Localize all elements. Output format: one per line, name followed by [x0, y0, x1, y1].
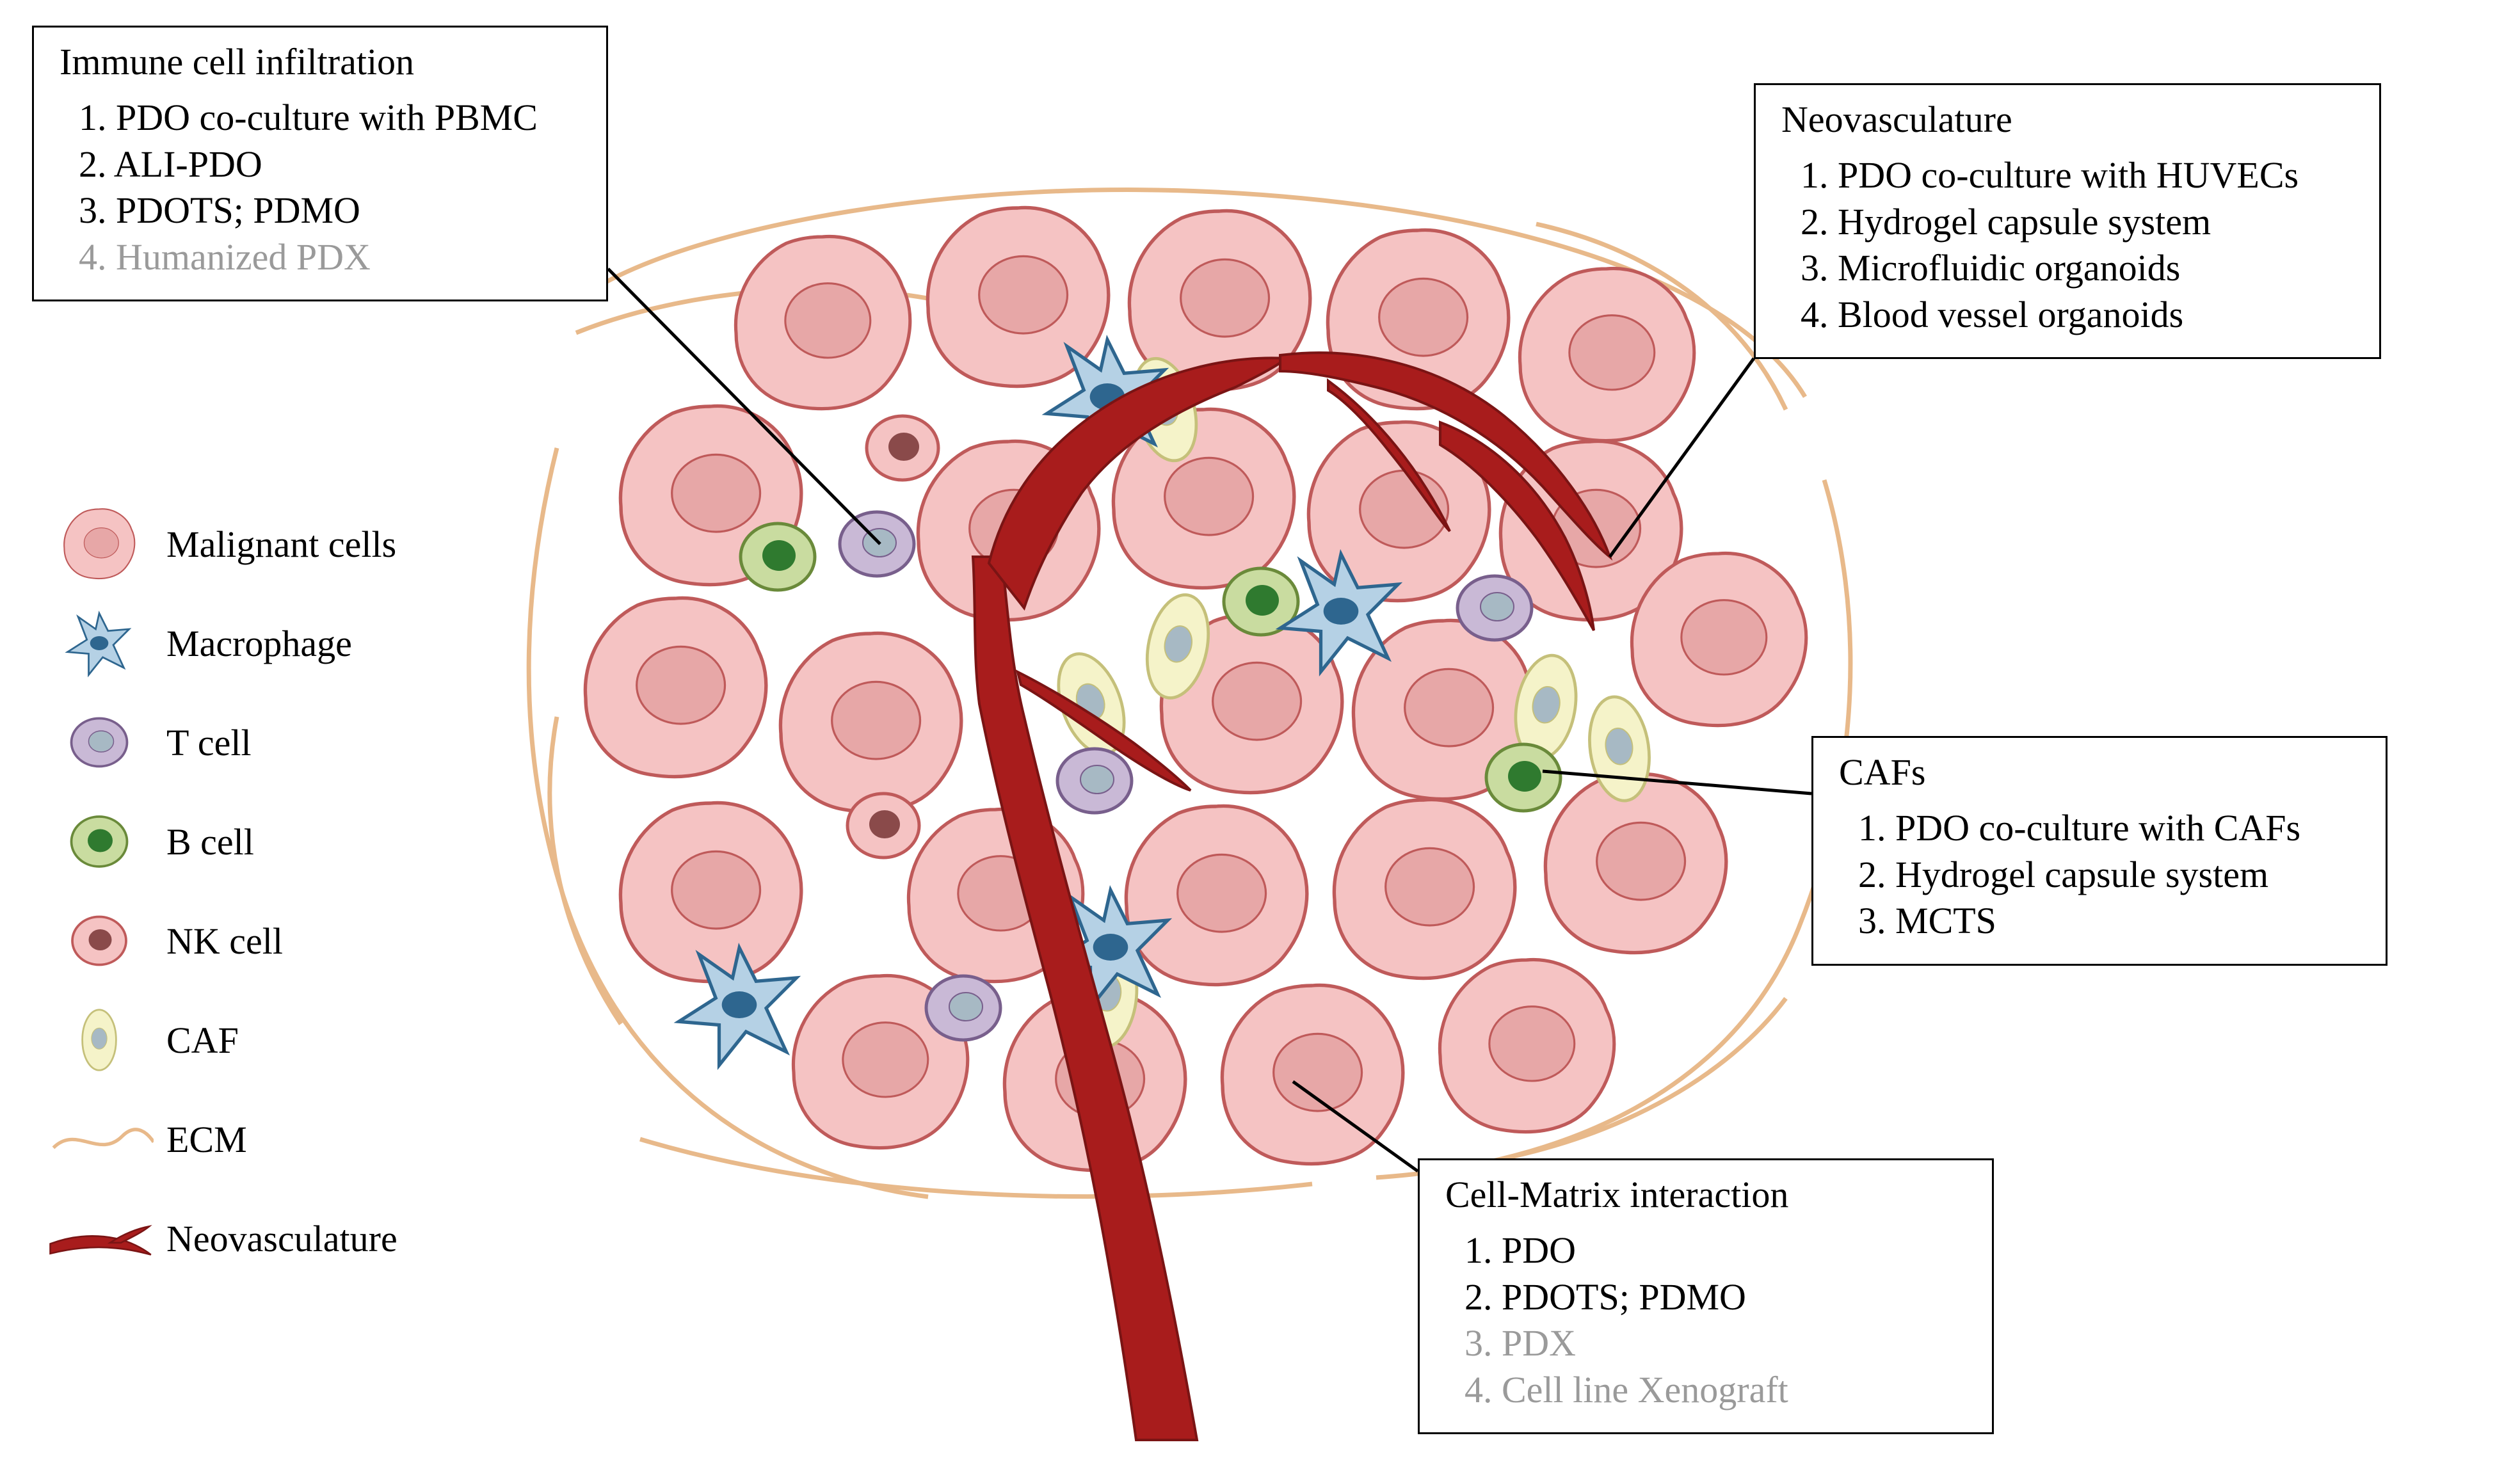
b-cell-icon: [45, 803, 154, 880]
legend-row-malignant: Malignant cells: [45, 506, 397, 582]
callout-list: 1. PDO2. PDOTS; PDMO3. PDX4. Cell line X…: [1445, 1227, 1966, 1413]
callout-cell-matrix: Cell-Matrix interaction 1. PDO2. PDOTS; …: [1418, 1158, 1994, 1434]
callout-list-item: 1. PDO co-culture with HUVECs: [1801, 152, 2354, 199]
legend-label: T cell: [166, 721, 252, 764]
callout-title: Cell-Matrix interaction: [1445, 1173, 1966, 1216]
legend-panel: Malignant cells Macrophage T cell B cell…: [45, 506, 397, 1299]
legend-label: Malignant cells: [166, 523, 396, 566]
callout-title: Immune cell infiltration: [60, 40, 581, 83]
callout-list-item: 3. PDOTS; PDMO: [79, 188, 581, 234]
legend-label: CAF: [166, 1019, 239, 1062]
t-cell-icon: [45, 704, 154, 781]
callout-list-item: 3. MCTS: [1858, 898, 2360, 945]
legend-row-neovasc: Neovasculature: [45, 1200, 397, 1277]
callout-immune-infiltration: Immune cell infiltration 1. PDO co-cultu…: [32, 26, 608, 301]
legend-label: Macrophage: [166, 622, 352, 665]
legend-row-caf: CAF: [45, 1002, 397, 1078]
callout-list-item: 4. Cell line Xenograft: [1465, 1367, 1966, 1414]
callout-list-item: 2. ALI-PDO: [79, 141, 581, 188]
callout-neovasculature: Neovasculature 1. PDO co-culture with HU…: [1754, 83, 2381, 359]
callout-list-item: 3. PDX: [1465, 1320, 1966, 1367]
callout-list-item: 1. PDO co-culture with CAFs: [1858, 805, 2360, 852]
ecm-icon: [45, 1101, 154, 1178]
legend-label: B cell: [166, 820, 254, 863]
callout-list-item: 4. Blood vessel organoids: [1801, 292, 2354, 339]
nk-cell-icon: [45, 902, 154, 979]
callout-list-item: 2. Hydrogel capsule system: [1801, 199, 2354, 246]
macrophage-icon: [45, 605, 154, 682]
callout-title: CAFs: [1839, 751, 2360, 794]
callout-list-item: 3. Microfluidic organoids: [1801, 245, 2354, 292]
callout-list-item: 4. Humanized PDX: [79, 234, 581, 281]
caf-icon: [45, 1002, 154, 1078]
legend-row-macrophage: Macrophage: [45, 605, 397, 682]
legend-label: ECM: [166, 1118, 247, 1161]
legend-label: NK cell: [166, 920, 283, 963]
legend-row-ecm: ECM: [45, 1101, 397, 1178]
neovasculature-icon: [45, 1200, 154, 1277]
legend-row-tcell: T cell: [45, 704, 397, 781]
callout-list: 1. PDO co-culture with HUVECs2. Hydrogel…: [1781, 152, 2354, 338]
callout-cafs: CAFs 1. PDO co-culture with CAFs2. Hydro…: [1811, 736, 2388, 966]
legend-label: Neovasculature: [166, 1217, 397, 1260]
legend-row-bcell: B cell: [45, 803, 397, 880]
callout-list-item: 2. PDOTS; PDMO: [1465, 1274, 1966, 1321]
callout-list-item: 1. PDO: [1465, 1227, 1966, 1274]
legend-row-nk: NK cell: [45, 902, 397, 979]
callout-list: 1. PDO co-culture with PBMC2. ALI-PDO3. …: [60, 95, 581, 280]
malignant-cell-icon: [45, 506, 154, 582]
callout-list-item: 1. PDO co-culture with PBMC: [79, 95, 581, 141]
callout-list: 1. PDO co-culture with CAFs2. Hydrogel c…: [1839, 805, 2360, 945]
callout-title: Neovasculature: [1781, 98, 2354, 141]
callout-list-item: 2. Hydrogel capsule system: [1858, 852, 2360, 899]
